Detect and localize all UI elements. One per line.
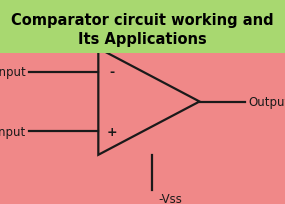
Text: -Vss: -Vss [158,192,182,204]
Text: -: - [110,66,115,79]
Text: Comparator circuit working and: Comparator circuit working and [11,13,274,28]
Text: - input: - input [0,66,26,79]
Text: +: + [107,125,117,138]
Text: + input: + input [0,125,26,138]
Text: Its Applications: Its Applications [78,31,207,46]
Text: Output: Output [248,95,285,109]
Text: + Vss: + Vss [164,3,198,16]
